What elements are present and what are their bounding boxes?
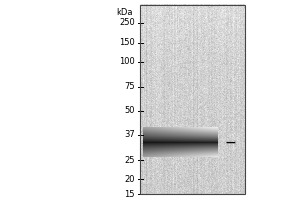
Text: 25: 25 — [124, 156, 135, 165]
Text: 15: 15 — [124, 190, 135, 199]
Text: 75: 75 — [124, 82, 135, 91]
Text: 250: 250 — [119, 18, 135, 27]
Text: 100: 100 — [119, 57, 135, 66]
Text: 150: 150 — [119, 38, 135, 47]
Bar — [140, 5, 245, 194]
Text: —: — — [225, 138, 235, 148]
Text: 37: 37 — [124, 130, 135, 139]
Text: 20: 20 — [124, 175, 135, 184]
Text: kDa: kDa — [116, 8, 133, 17]
Text: 50: 50 — [124, 106, 135, 115]
